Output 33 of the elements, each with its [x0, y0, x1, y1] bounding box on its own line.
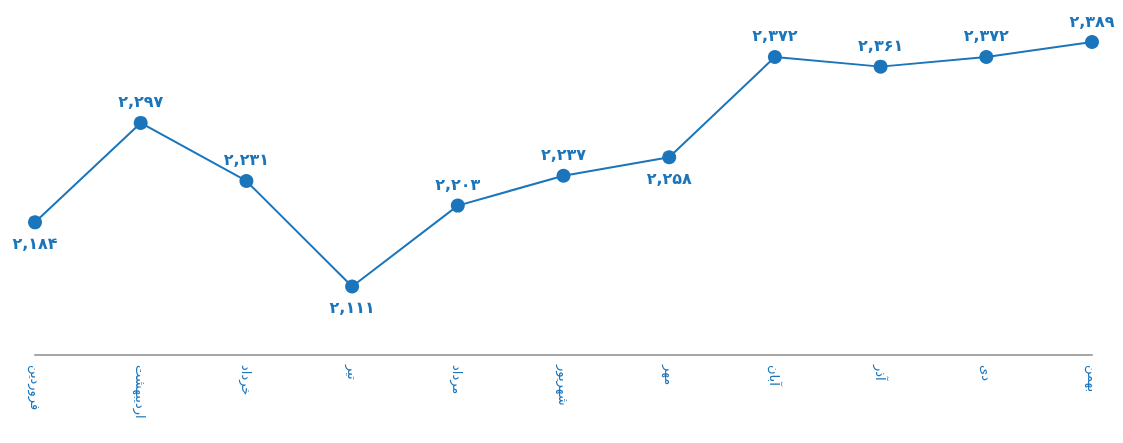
- x-tick-label: بهمن: [1083, 365, 1100, 393]
- x-tick-label: اردیبهشت: [132, 365, 149, 419]
- data-label: ۲,۳۸۹: [1069, 11, 1115, 31]
- point: [873, 59, 888, 74]
- x-tick-label: تیر: [343, 364, 360, 381]
- x-tick-label: خرداد: [237, 365, 254, 396]
- point: [450, 198, 465, 213]
- data-label: ۲,۲۳۱: [223, 150, 269, 170]
- x-tick-label: مرداد: [449, 365, 466, 395]
- x-tick-label: مهر: [660, 364, 677, 386]
- point: [239, 173, 254, 188]
- x-tick-label: آبان: [767, 365, 784, 388]
- data-label: ۲,۲۵۸: [646, 168, 692, 188]
- x-tick-label: فروردین: [26, 365, 43, 411]
- data-label: ۲,۲۰۳: [435, 175, 481, 195]
- point: [979, 49, 994, 64]
- point: [345, 279, 360, 294]
- x-tick-label: شهریور: [555, 364, 571, 406]
- data-label: ۲,۲۹۷: [118, 92, 164, 112]
- data-label: ۲,۱۸۴: [12, 233, 58, 253]
- x-tick-label: آذر: [872, 364, 890, 383]
- x-tick-label: دی: [978, 365, 994, 382]
- point: [133, 115, 148, 130]
- data-label: ۲,۳۷۲: [752, 26, 798, 46]
- data-label: ۲,۱۱۱: [329, 298, 375, 318]
- data-label: ۲,۲۳۷: [540, 145, 587, 165]
- point: [556, 168, 571, 183]
- point: [767, 49, 782, 64]
- data-label: ۲,۳۶۱: [858, 36, 904, 56]
- data-label: ۲,۳۷۲: [963, 26, 1010, 46]
- point: [1085, 35, 1099, 49]
- point: [28, 215, 42, 230]
- point: [662, 150, 677, 165]
